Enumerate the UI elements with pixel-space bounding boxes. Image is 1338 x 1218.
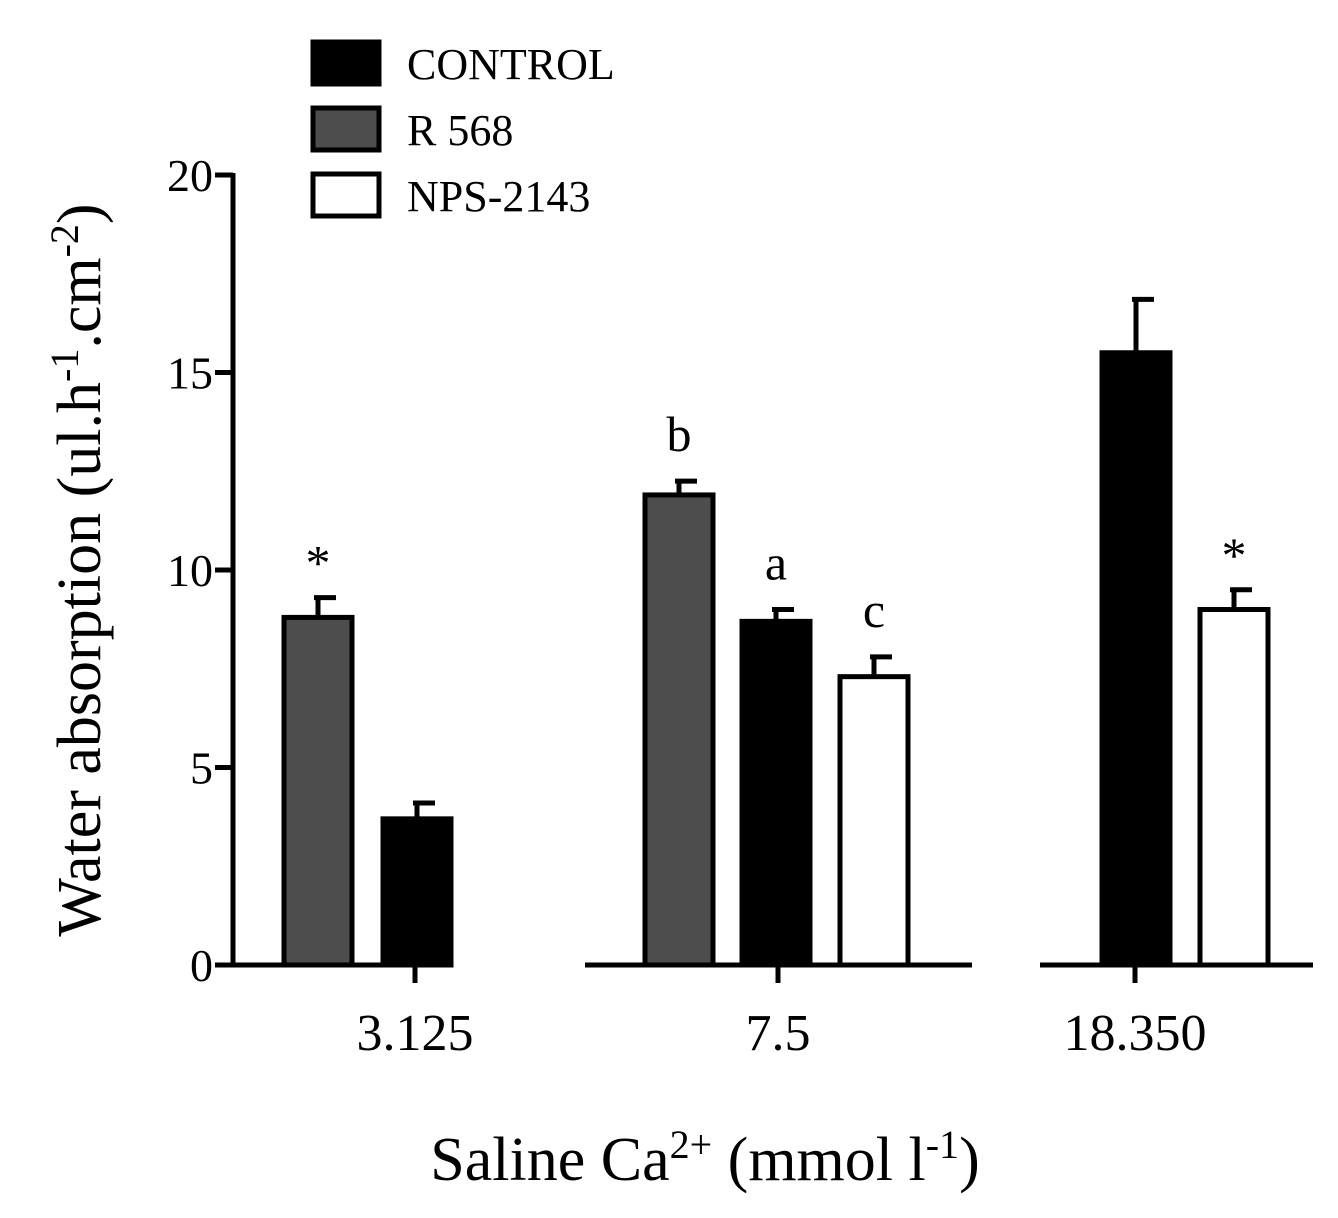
y-axis-title-mid: .cm (46, 257, 114, 348)
bar-annotation: * (306, 535, 331, 591)
y-axis-title: Water absorption (ul.h-1.cm-2) (42, 203, 115, 936)
legend-swatch (310, 39, 382, 87)
x-category-label: 7.5 (746, 1005, 811, 1062)
legend: CONTROL R 568 NPS-2143 (310, 39, 615, 221)
x-axis-title-mid: (mmol l (712, 1126, 926, 1194)
legend-label: R 568 (407, 106, 513, 155)
bar (739, 618, 813, 968)
bar (1197, 607, 1271, 968)
legend-label: NPS-2143 (407, 172, 590, 221)
bar-annotation: * (1222, 527, 1247, 583)
y-tick-label: 0 (190, 940, 213, 991)
bar (281, 614, 355, 968)
bars: * b a c * (281, 296, 1271, 968)
bar-annotation: b (667, 406, 692, 462)
bar (642, 492, 716, 968)
x-category-label: 3.125 (357, 1005, 474, 1062)
x-axis-title-end: ) (959, 1126, 980, 1194)
y-tick-label: 20 (167, 150, 213, 201)
bar (837, 674, 911, 968)
y-tick-label: 5 (190, 743, 213, 794)
x-axis-title-sup1: 2+ (670, 1122, 713, 1167)
bar-annotation: a (765, 535, 787, 591)
y-tick-label: 10 (167, 545, 213, 596)
bar-annotation: c (863, 582, 885, 638)
bar (1099, 350, 1173, 968)
y-tick-label: 15 (167, 348, 213, 399)
y-axis-title-sup2: -2 (42, 224, 87, 257)
y-axis-title-sup1: -1 (42, 349, 87, 382)
x-axis-title-main: Saline Ca (430, 1126, 669, 1194)
x-axis-title-sup2: -1 (926, 1122, 959, 1167)
legend-swatch (310, 105, 382, 153)
y-axis-title-main: Water absorption (ul.h (46, 382, 114, 937)
x-category-label: 18.350 (1064, 1005, 1207, 1062)
legend-label: CONTROL (407, 40, 615, 89)
axes: 0 5 10 15 20 3.125 7.5 18.350 (167, 150, 1313, 1062)
x-axis-title: Saline Ca2+ (mmol l-1) (430, 1122, 979, 1195)
bar (380, 816, 454, 968)
legend-swatch (310, 171, 382, 219)
y-axis-title-end: ) (46, 203, 114, 224)
